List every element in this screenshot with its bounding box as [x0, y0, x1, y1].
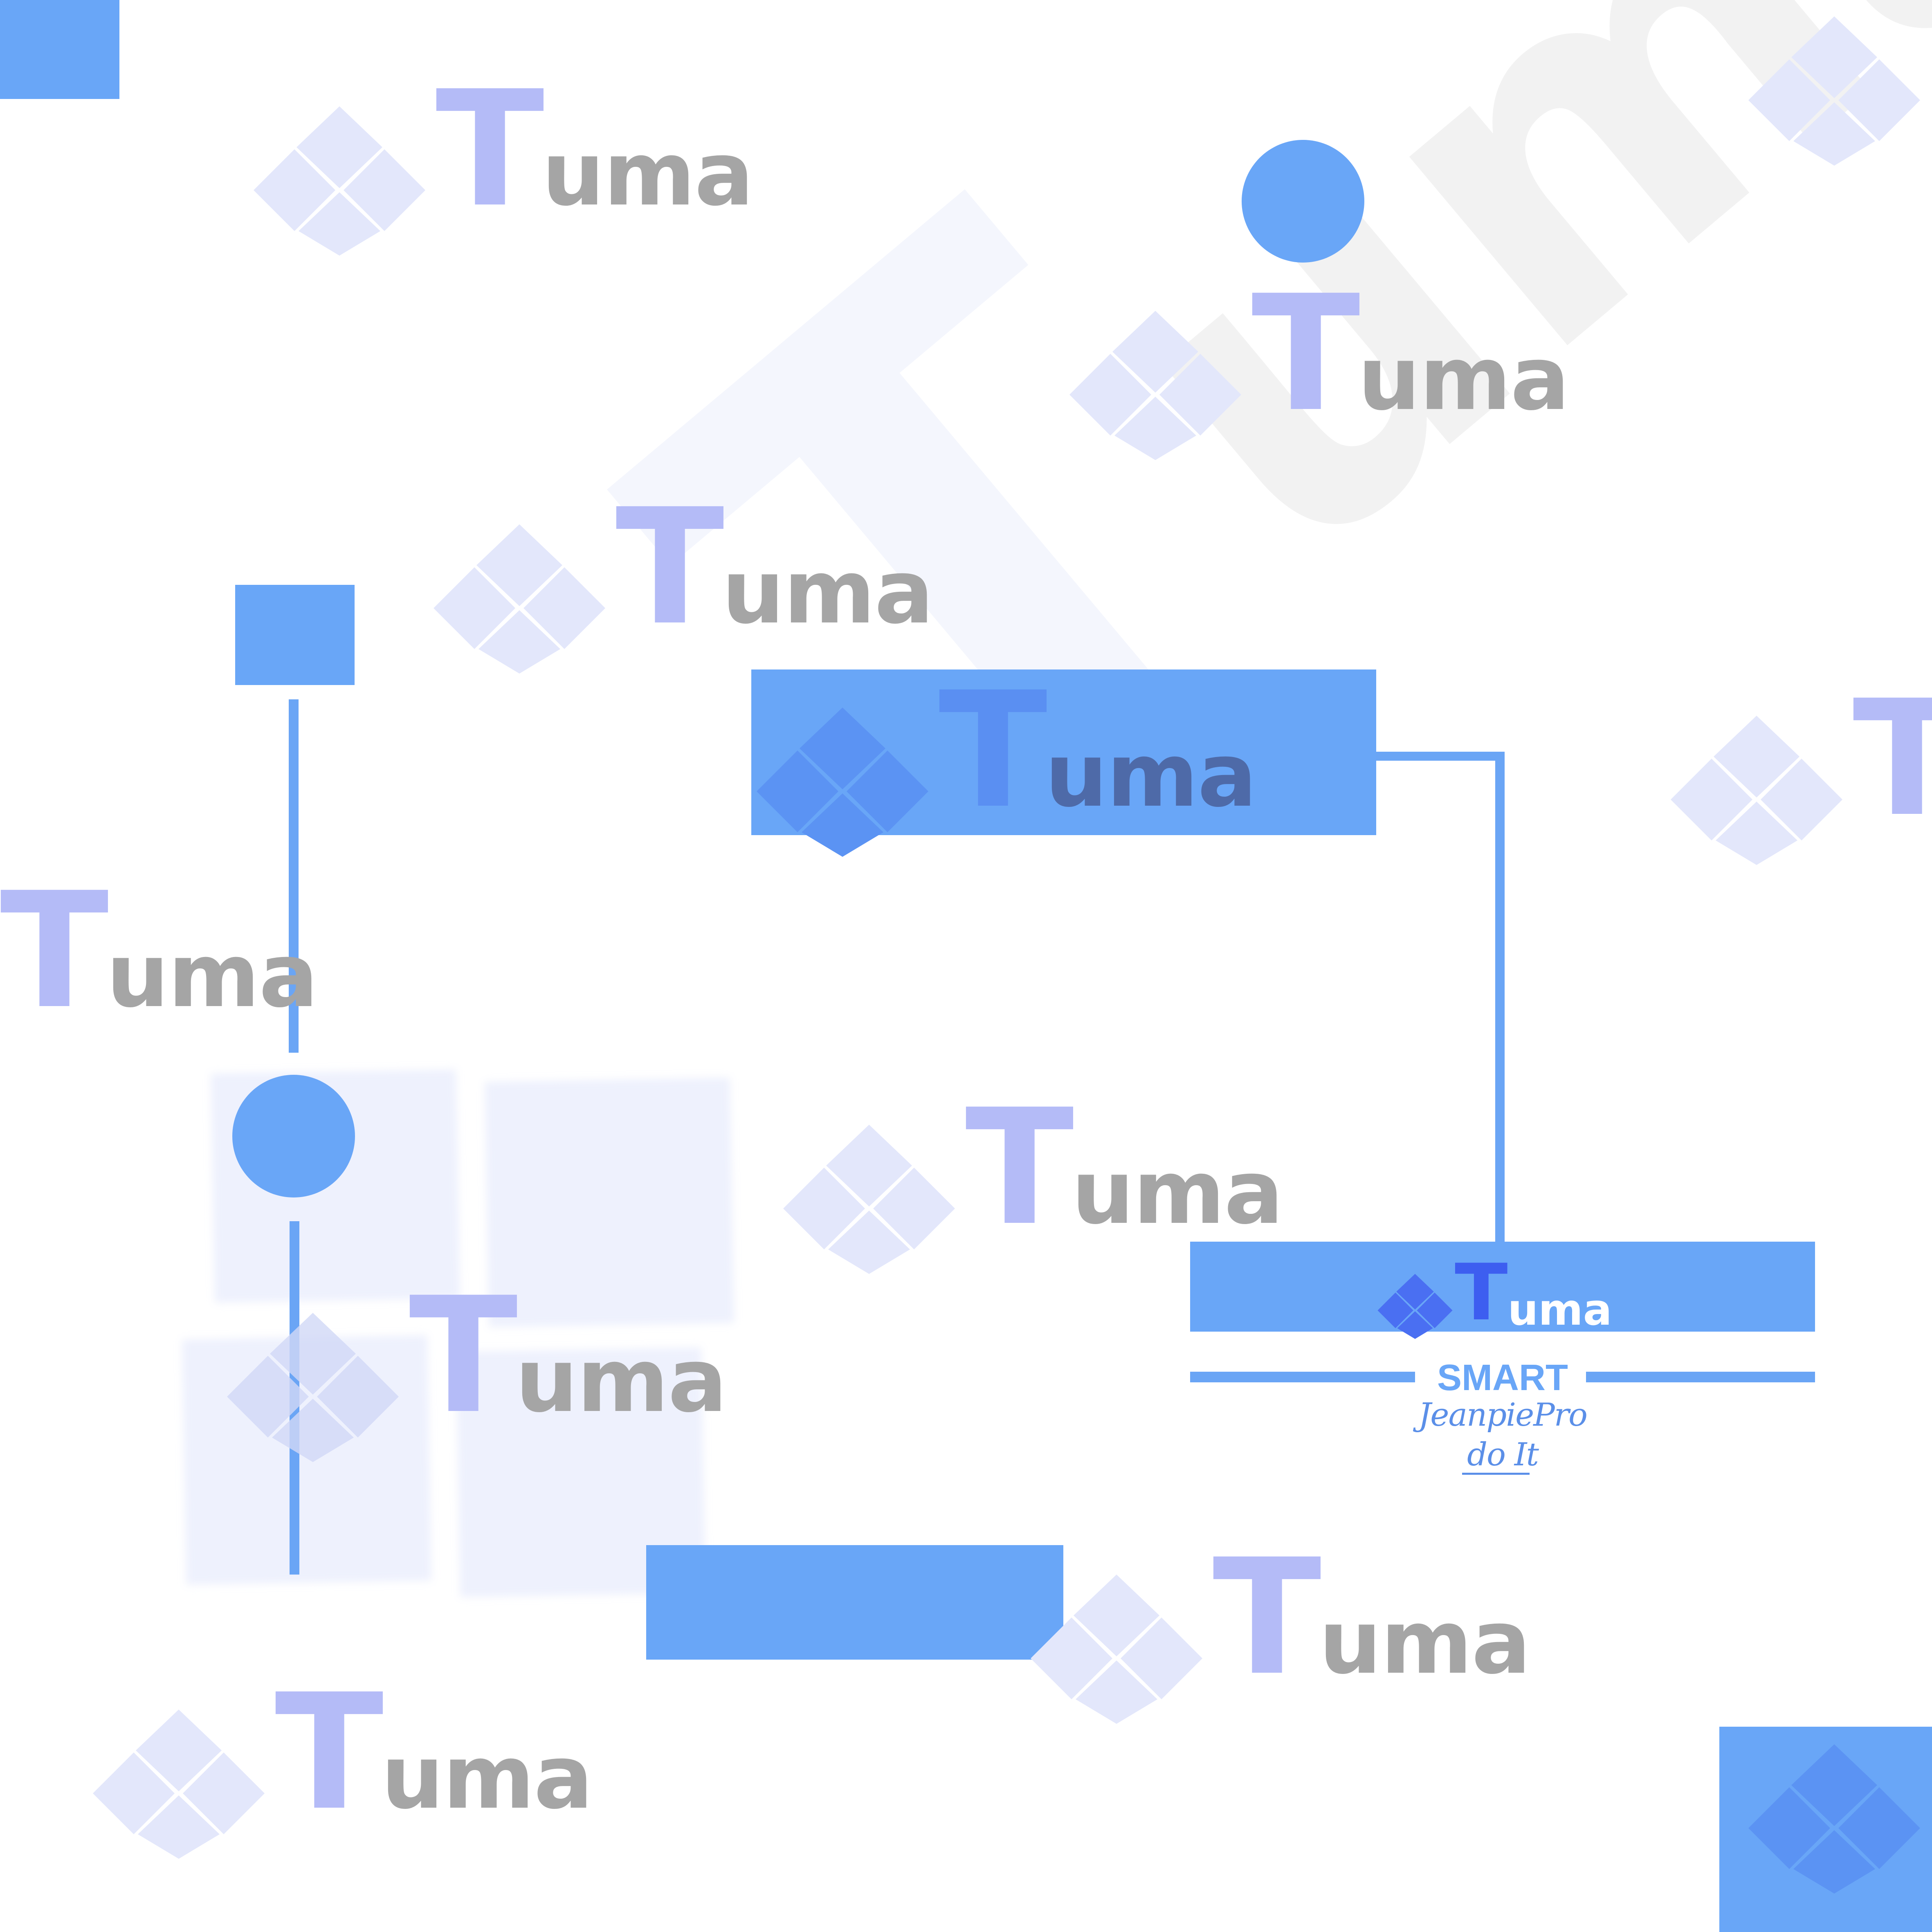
logo-t-letter: T [616, 474, 724, 660]
diamond-cluster-icon [1748, 1744, 1920, 1894]
logo-t-letter: T [1213, 1525, 1321, 1710]
logo-t-letter: T [0, 858, 109, 1044]
logo-rest: uma [515, 1329, 727, 1432]
tuma-logo: Tuma [1067, 274, 1570, 460]
connector-left-upper [289, 699, 299, 1053]
tuma-logo-on-bar: Tuma [755, 671, 1257, 857]
diamond-cluster-icon [227, 1313, 399, 1462]
logo-t-letter: T [1853, 666, 1932, 851]
logo-t-letter: T [409, 1263, 518, 1449]
diamond-cluster-icon [1069, 311, 1241, 460]
badge-tagline: SMART [1437, 1357, 1568, 1398]
corner-square-top-left [0, 0, 119, 99]
tuma-logo: Tuma [91, 1673, 593, 1859]
logo-rest: uma [1045, 724, 1257, 827]
diamond-cluster-icon [1377, 1274, 1453, 1339]
node-bar-bottom-center [646, 1545, 1063, 1660]
diamond-cluster-icon [434, 524, 605, 674]
logo-t-letter: T [1251, 261, 1360, 447]
tuma-logo: Tuma [431, 487, 934, 674]
connector-right-vertical [1495, 752, 1505, 1242]
logo-rest: uma [1319, 1591, 1531, 1694]
logo-rest: uma [381, 1726, 593, 1829]
diamond-cluster-icon [757, 708, 928, 857]
diamond-cluster-icon [254, 106, 425, 256]
tuma-logo: Tuma [252, 70, 754, 256]
tuma-logo: Tuma [225, 1276, 727, 1462]
diamond-cluster-icon [93, 1710, 265, 1859]
badge-script-line2: do It [1467, 1436, 1539, 1473]
logo-rest: uma [1358, 327, 1570, 430]
connector-right-horizontal [1376, 752, 1505, 761]
tuma-logo [1746, 8, 1930, 166]
badge-rule-left [1190, 1372, 1415, 1382]
badge-script-line1: JeanpiePro [1418, 1397, 1588, 1433]
tuma-logo: Tuma [0, 871, 318, 1031]
tuma-logo-on-corner [1746, 1736, 1930, 1894]
node-circle-top [1242, 140, 1364, 263]
diamond-cluster-icon [1031, 1575, 1202, 1724]
badge-rule-right [1586, 1372, 1815, 1382]
logo-t-letter: T [275, 1660, 384, 1845]
logo-rest: uma [1072, 1141, 1283, 1244]
diamond-cluster-icon [783, 1125, 955, 1274]
badge-t-letter: T [1455, 1247, 1508, 1338]
logo-rest: uma [106, 924, 318, 1027]
logo-t-letter: T [965, 1075, 1074, 1260]
tuma-logo: Tuma [1029, 1538, 1531, 1724]
badge-script-underline [1462, 1473, 1530, 1475]
logo-t-letter: T [436, 56, 544, 242]
tuma-logo: Tuma [1669, 679, 1932, 865]
logo-rest: uma [542, 123, 754, 225]
badge-bar [1190, 1242, 1815, 1332]
diamond-cluster-icon [1671, 716, 1842, 865]
tuma-logo: Tuma [781, 1088, 1283, 1274]
badge-rest: uma [1507, 1285, 1612, 1335]
diamond-cluster-icon [1748, 16, 1920, 166]
node-circle-left [232, 1075, 355, 1197]
logo-t-letter: T [939, 658, 1047, 843]
logo-rest: uma [722, 541, 934, 643]
node-square-left [235, 585, 355, 685]
